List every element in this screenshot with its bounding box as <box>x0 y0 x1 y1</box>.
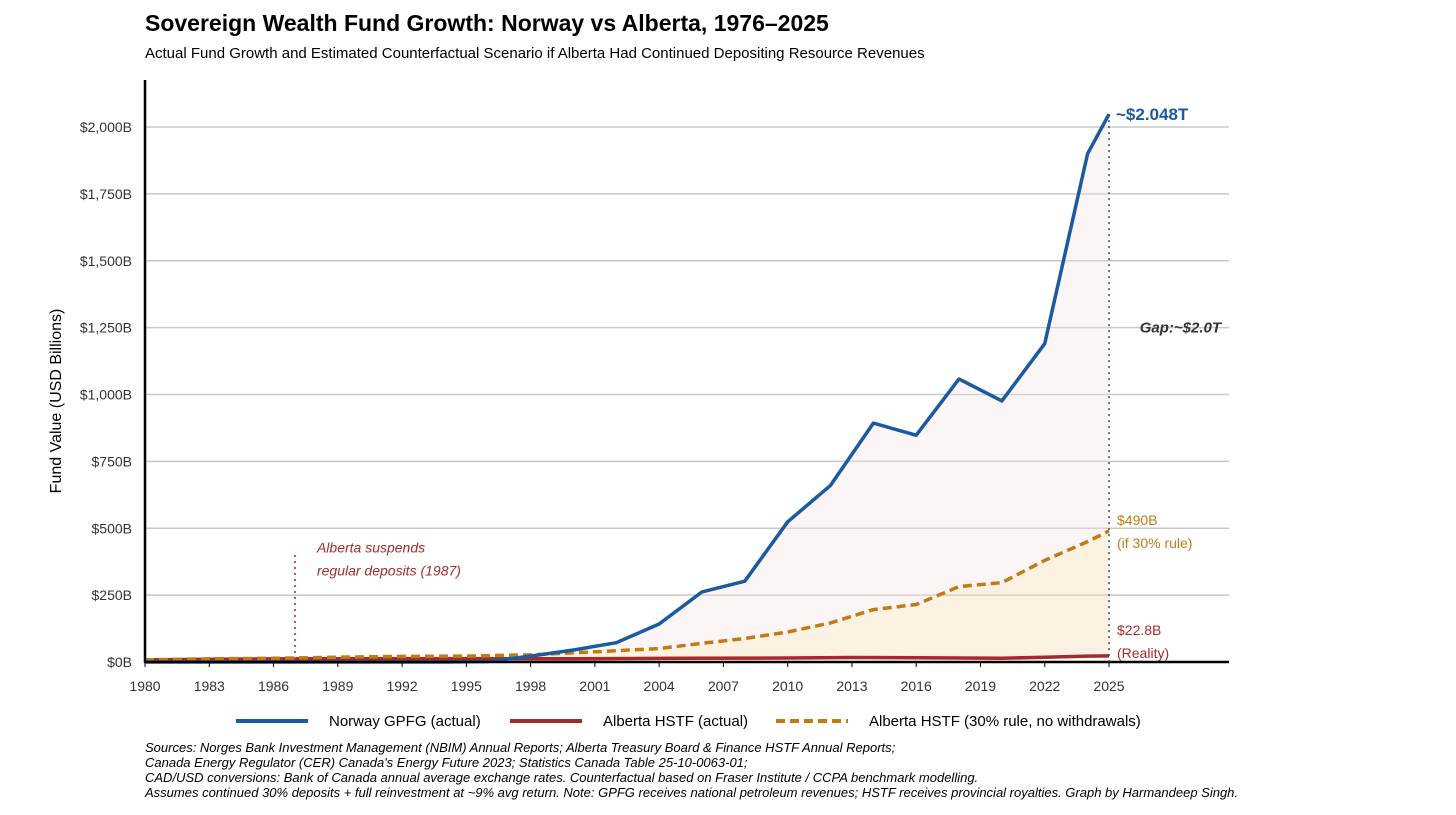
counterfactual-shaded-area <box>145 530 1109 660</box>
x-tick-label: 2019 <box>965 678 996 694</box>
y-tick-label: $1,000B <box>80 387 132 403</box>
y-tick-label: $1,250B <box>80 320 132 336</box>
x-tick-label: 1992 <box>386 678 417 694</box>
legend-alberta-counterfactual-label: Alberta HSTF (30% rule, no withdrawals) <box>869 713 1141 730</box>
legend-norway-label: Norway GPFG (actual) <box>329 713 481 730</box>
x-tick-label: 2001 <box>579 678 610 694</box>
y-tick-label: $2,000B <box>80 119 132 135</box>
counterfactual-end-label: $490B <box>1117 512 1157 528</box>
y-tick-label: $750B <box>92 453 132 469</box>
alberta-actual-end-note: (Reality) <box>1117 645 1169 661</box>
gap-label: Gap:~$2.0T <box>1140 320 1223 337</box>
sources-line-2: Canada Energy Regulator (CER) Canada's E… <box>145 755 748 770</box>
y-tick-label: $0B <box>107 654 132 670</box>
x-tick-label: 2013 <box>836 678 867 694</box>
x-tick-label: 1989 <box>322 678 353 694</box>
sources-note: Sources: Norges Bank Investment Manageme… <box>145 740 1238 800</box>
x-tick-label: 1995 <box>451 678 482 694</box>
y-tick-label: $1,750B <box>80 186 132 202</box>
x-tick-label: 2016 <box>901 678 932 694</box>
x-tick-label: 2010 <box>772 678 803 694</box>
sources-line-4: Assumes continued 30% deposits + full re… <box>145 785 1239 800</box>
sources-line-3: CAD/USD conversions: Bank of Canada annu… <box>145 770 979 785</box>
x-tick-label: 1983 <box>194 678 225 694</box>
gap-shaded-area <box>145 114 1109 662</box>
chart-subtitle: Actual Fund Growth and Estimated Counter… <box>145 45 925 62</box>
x-tick-label: 1986 <box>258 678 289 694</box>
x-tick-label: 1980 <box>129 678 160 694</box>
x-tick-label: 2022 <box>1029 678 1060 694</box>
alberta-actual-end-label: $22.8B <box>1117 622 1161 638</box>
chart-title: Sovereign Wealth Fund Growth: Norway vs … <box>145 10 829 36</box>
x-tick-label: 2025 <box>1093 678 1124 694</box>
sources-line-1: Sources: Norges Bank Investment Manageme… <box>145 740 896 755</box>
deposit-suspension-label: regular deposits (1987) <box>317 563 461 579</box>
y-axis-label: Fund Value (USD Billions) <box>48 309 65 494</box>
x-tick-label: 1998 <box>515 678 546 694</box>
counterfactual-end-note: (if 30% rule) <box>1117 535 1192 551</box>
y-tick-label: $250B <box>92 587 132 603</box>
series-line-alberta-counterfactual <box>144 529 1110 662</box>
y-tick-label: $500B <box>92 520 132 536</box>
deposit-suspension-label: Alberta suspends <box>316 540 425 556</box>
norway-end-label: ~$2.048T <box>1116 105 1189 124</box>
x-tick-label: 2004 <box>644 678 675 694</box>
legend-alberta-actual-label: Alberta HSTF (actual) <box>603 713 748 730</box>
x-tick-label: 2007 <box>708 678 739 694</box>
y-tick-label: $1,500B <box>80 253 132 269</box>
